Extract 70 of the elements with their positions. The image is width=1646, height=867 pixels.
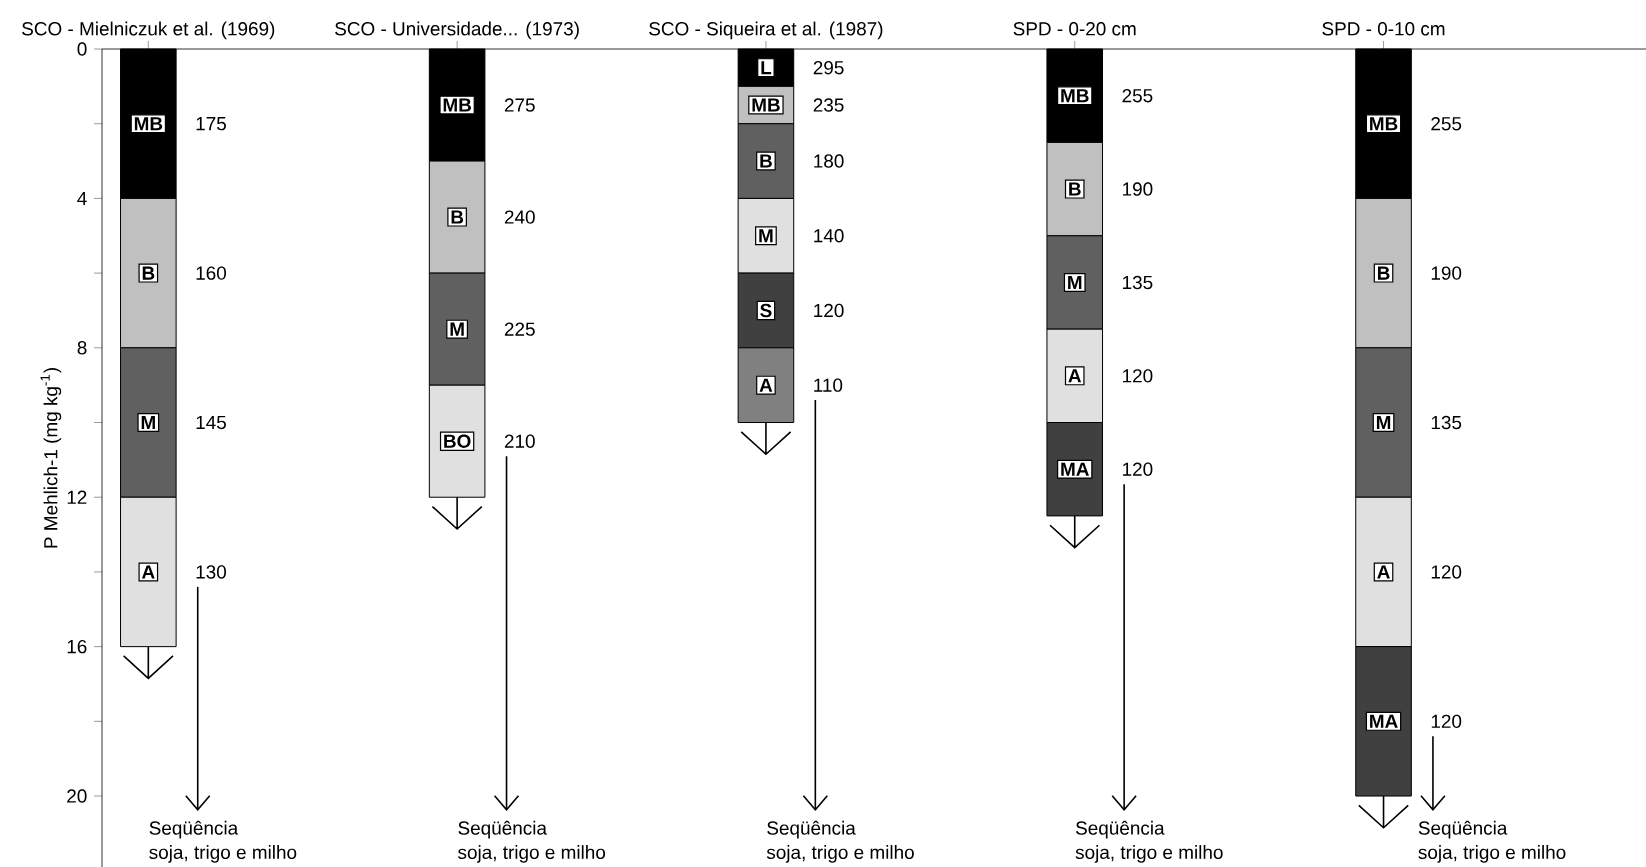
annotation: 120 [1431,714,1462,729]
annotation: B [142,266,155,280]
annotation: MB [443,98,471,112]
annotation: soja, trigo e milho [149,845,297,863]
annotation: 120 [1123,462,1153,476]
y-axis-title: P Mehlich-1 (mg kg$^{-1}$) [40,368,62,548]
annotation: 240 [504,210,535,224]
x-tick-label: SCO - Siqueira et al. (1987) [649,21,883,40]
x-tick-label: SPD - 0-10 cm [1322,22,1445,36]
annotation: Seqüência [1418,820,1508,839]
annotation: 120 [1431,565,1462,579]
annotation: 160 [196,266,226,280]
annotation: Seqüência [458,820,547,839]
annotation: 135 [1123,275,1153,290]
annotation: 140 [814,229,844,243]
annotation: MA [1061,462,1089,476]
annotation: 120 [1123,369,1153,383]
annotation: soja, trigo e milho [766,845,914,863]
y-tick-label: 12 [67,490,87,504]
annotation: MB [1370,117,1398,131]
y-tick-label: 8 [77,341,87,355]
annotation: M [450,322,464,336]
annotation: B [1377,266,1390,280]
annotation: MB [752,98,780,112]
annotation: B [451,210,464,224]
annotation: 225 [504,322,535,336]
annotation: M [1376,416,1391,430]
annotation: A [141,565,155,579]
annotation: M [1068,275,1082,289]
annotation: 235 [813,98,844,112]
y-tick-label: 16 [67,639,87,654]
x-tick-label: SCO - Mielniczuk et al. (1969) [22,21,275,40]
annotation: 110 [814,378,843,392]
annotation: B [1069,182,1081,196]
annotation: L [761,61,772,75]
annotation: MA [1370,714,1398,728]
annotation: 175 [196,117,226,131]
annotation: soja, trigo e milho [1075,845,1223,863]
annotation: A [1377,565,1390,579]
annotation: A [1068,369,1082,383]
annotation: Seqüência [1076,820,1165,839]
annotation: soja, trigo e milho [1418,845,1566,863]
y-tick-label: 0 [77,42,87,56]
annotation: S [760,303,772,318]
annotation: Seqüência [767,820,856,839]
y-tick-label: 4 [77,191,87,205]
annotation: MB [134,117,163,131]
annotation: soja, trigo e milho [458,845,606,863]
annotation: 135 [1431,415,1462,430]
annotation: 255 [1431,117,1462,131]
annotation: A [759,378,773,392]
annotation: M [759,229,773,243]
annotation: 190 [1431,266,1462,280]
annotation: 295 [813,60,844,75]
annotation: 210 [504,434,535,448]
annotation: MB [1061,89,1089,103]
annotation: B [760,154,772,168]
annotation: 180 [814,154,844,168]
annotation: 190 [1123,182,1153,196]
x-tick-label: SPD - 0-20 cm [1013,22,1136,36]
y-tick-label: 20 [67,789,87,803]
annotation: 130 [196,565,226,579]
annotation: 275 [504,98,535,112]
annotation: M [141,416,155,430]
annotation: 145 [196,415,226,430]
annotation: Seqüência [149,820,239,839]
annotation: BO [444,434,471,448]
x-tick-label: SCO - Universidade... (1973) [335,21,579,40]
annotation: 255 [1122,88,1153,103]
annotation: 120 [814,303,844,318]
